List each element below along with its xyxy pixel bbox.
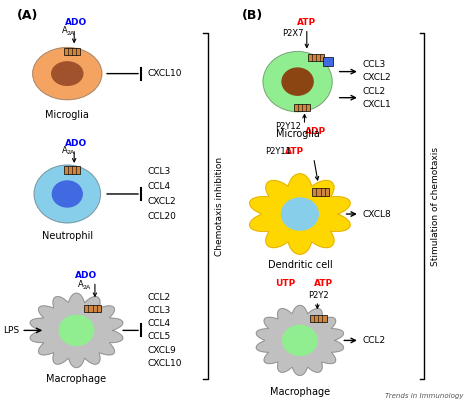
Text: CCL5: CCL5 <box>148 332 171 341</box>
Ellipse shape <box>59 316 94 345</box>
Text: P2Y12: P2Y12 <box>275 122 301 131</box>
Text: CXCL10: CXCL10 <box>148 359 182 368</box>
Ellipse shape <box>52 62 83 85</box>
Text: ADP: ADP <box>305 126 327 136</box>
Text: ATP: ATP <box>285 147 304 156</box>
Text: LPS: LPS <box>3 326 19 335</box>
Text: CCL2: CCL2 <box>362 87 385 96</box>
Text: CCL4: CCL4 <box>148 182 171 191</box>
Text: CCL3: CCL3 <box>148 167 171 177</box>
Text: A: A <box>78 280 84 289</box>
Text: 2A: 2A <box>66 150 74 156</box>
Text: ADO: ADO <box>65 19 88 27</box>
Text: (B): (B) <box>242 9 264 22</box>
FancyBboxPatch shape <box>310 315 327 322</box>
Text: CXCL9: CXCL9 <box>148 345 177 355</box>
Text: UTP: UTP <box>275 279 295 288</box>
Text: A: A <box>62 27 68 36</box>
Text: CXCL8: CXCL8 <box>362 210 391 219</box>
Polygon shape <box>30 293 123 368</box>
Ellipse shape <box>52 181 82 207</box>
Ellipse shape <box>282 68 313 95</box>
Text: Chemotaxis inhibition: Chemotaxis inhibition <box>215 156 224 256</box>
Text: (A): (A) <box>17 9 38 22</box>
Text: CCL20: CCL20 <box>148 212 177 221</box>
FancyBboxPatch shape <box>64 48 80 55</box>
FancyBboxPatch shape <box>323 57 333 65</box>
Text: Trends in Immunology: Trends in Immunology <box>385 393 464 399</box>
Text: CXCL1: CXCL1 <box>362 101 391 109</box>
FancyBboxPatch shape <box>64 166 80 173</box>
Ellipse shape <box>34 165 100 223</box>
Text: CCL2: CCL2 <box>362 336 385 345</box>
Text: 2A: 2A <box>82 285 91 290</box>
Text: Microglia: Microglia <box>276 129 319 139</box>
Text: CXCL10: CXCL10 <box>148 69 182 78</box>
Text: ADO: ADO <box>65 139 88 148</box>
FancyBboxPatch shape <box>308 54 324 61</box>
Text: CCL2: CCL2 <box>148 293 171 302</box>
Text: Stimulation of chemotaxis: Stimulation of chemotaxis <box>431 147 440 265</box>
Text: ATP: ATP <box>297 19 316 27</box>
Text: CCL4: CCL4 <box>148 320 171 328</box>
Text: P2Y11: P2Y11 <box>265 147 291 156</box>
Text: CCL3: CCL3 <box>362 60 385 69</box>
FancyBboxPatch shape <box>84 305 101 312</box>
Polygon shape <box>256 305 344 375</box>
Text: Macrophage: Macrophage <box>270 387 330 397</box>
Ellipse shape <box>33 48 102 100</box>
Text: 2A: 2A <box>66 31 74 36</box>
Text: CXCL2: CXCL2 <box>148 197 176 206</box>
Ellipse shape <box>283 325 317 356</box>
Text: CCL3: CCL3 <box>148 306 171 315</box>
Text: P2X7: P2X7 <box>282 29 304 38</box>
Text: ATP: ATP <box>314 279 333 288</box>
FancyBboxPatch shape <box>294 104 310 112</box>
Polygon shape <box>250 174 350 254</box>
Text: Dendritic cell: Dendritic cell <box>267 260 332 270</box>
Text: P2Y2: P2Y2 <box>308 291 328 300</box>
Text: CXCL2: CXCL2 <box>362 73 391 82</box>
Text: A: A <box>62 146 68 155</box>
FancyBboxPatch shape <box>312 188 329 196</box>
Ellipse shape <box>263 52 332 112</box>
Text: Neutrophil: Neutrophil <box>42 231 93 241</box>
Ellipse shape <box>282 198 319 230</box>
Text: ADO: ADO <box>74 271 97 280</box>
Text: Macrophage: Macrophage <box>46 374 107 384</box>
Text: Microglia: Microglia <box>46 110 89 120</box>
